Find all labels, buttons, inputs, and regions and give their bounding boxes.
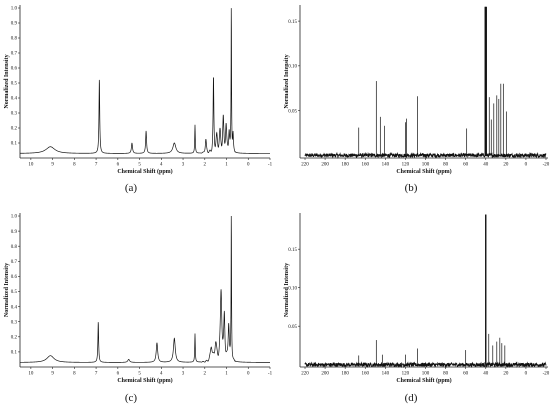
x-tick-label: 40 bbox=[483, 372, 489, 377]
y-tick-label: 0.8 bbox=[11, 37, 18, 42]
y-tick-label: 0.2 bbox=[11, 127, 18, 132]
x-tick-label: -1 bbox=[268, 372, 273, 377]
y-tick-label: 0.1 bbox=[11, 142, 18, 147]
y-tick-label: 0.2 bbox=[11, 336, 18, 341]
x-tick-label: 6 bbox=[117, 372, 120, 377]
y-tick-label: 0.15 bbox=[288, 248, 297, 253]
x-tick-label: 140 bbox=[382, 163, 390, 168]
x-axis-label: Chemical Shift (ppm) bbox=[396, 168, 451, 175]
spectrum-line bbox=[20, 8, 270, 154]
x-tick-label: 60 bbox=[463, 372, 469, 377]
panel-caption: (b) bbox=[405, 182, 418, 194]
x-tick-label: 1 bbox=[225, 372, 228, 377]
y-tick-label: 0.4 bbox=[11, 305, 18, 310]
y-tick-label: 0.3 bbox=[11, 112, 18, 117]
x-tick-label: 20 bbox=[503, 372, 509, 377]
x-tick-label: 6 bbox=[117, 163, 120, 168]
y-tick-label: 0.5 bbox=[11, 290, 18, 295]
y-tick-label: 0.4 bbox=[11, 97, 18, 102]
x-tick-label: 9 bbox=[51, 372, 54, 377]
spectrum-line bbox=[20, 215, 270, 363]
x-tick-label: 80 bbox=[443, 163, 449, 168]
x-tick-label: 5 bbox=[138, 372, 141, 377]
x-tick-label: 100 bbox=[422, 163, 430, 168]
y-axis-label: Normalized Intensity bbox=[284, 263, 290, 317]
x-tick-label: 0 bbox=[247, 372, 250, 377]
panel-caption: (a) bbox=[125, 182, 138, 194]
y-tick-label: 1.0 bbox=[11, 215, 18, 220]
x-tick-label: -20 bbox=[543, 163, 550, 168]
panel-caption: (c) bbox=[125, 392, 138, 404]
x-tick-label: 10 bbox=[28, 163, 34, 168]
x-tick-label: 200 bbox=[321, 372, 329, 377]
x-tick-label: 0 bbox=[525, 163, 528, 168]
y-tick-label: 0.1 bbox=[11, 351, 18, 356]
x-axis-label: Chemical Shift (ppm) bbox=[117, 168, 172, 175]
x-tick-label: 7 bbox=[95, 163, 98, 168]
x-tick-label: 5 bbox=[138, 163, 141, 168]
y-tick-label: 1.0 bbox=[11, 7, 18, 12]
x-tick-label: 1 bbox=[225, 163, 228, 168]
x-tick-label: 180 bbox=[341, 163, 349, 168]
x-tick-label: 9 bbox=[51, 163, 54, 168]
x-tick-label: 2 bbox=[204, 163, 207, 168]
x-tick-label: 4 bbox=[160, 163, 163, 168]
x-tick-label: 120 bbox=[402, 372, 410, 377]
x-tick-label: 20 bbox=[503, 163, 509, 168]
x-tick-label: 0 bbox=[525, 372, 528, 377]
y-axis-label: Normalized Intensity bbox=[284, 54, 290, 108]
y-tick-label: 0.05 bbox=[288, 109, 297, 114]
x-tick-label: 160 bbox=[362, 163, 370, 168]
baseline-noise bbox=[304, 361, 547, 369]
y-tick-label: 0.7 bbox=[11, 52, 18, 57]
x-tick-label: 3 bbox=[182, 372, 185, 377]
x-tick-label: 220 bbox=[301, 372, 309, 377]
x-axis-label: Chemical Shift (ppm) bbox=[396, 377, 451, 384]
y-tick-label: 0.9 bbox=[11, 22, 18, 27]
x-tick-label: 2 bbox=[204, 372, 207, 377]
x-tick-label: 8 bbox=[73, 163, 76, 168]
panel-c: 0.10.20.30.40.50.60.70.80.91.010 9 8 7 6 5 4 3 2… bbox=[4, 213, 273, 404]
y-tick-label: 0.9 bbox=[11, 230, 18, 235]
x-tick-label: 180 bbox=[341, 372, 349, 377]
x-tick-label: 40 bbox=[483, 163, 489, 168]
y-tick-label: 0.05 bbox=[288, 325, 297, 330]
baseline-noise bbox=[304, 151, 547, 159]
y-axis-label: Normalized Intensity bbox=[4, 54, 10, 108]
y-axis-label: Normalized Intensity bbox=[4, 263, 10, 317]
y-tick-label: 0.15 bbox=[288, 20, 297, 25]
x-tick-label: 7 bbox=[95, 372, 98, 377]
x-tick-label: 160 bbox=[362, 372, 370, 377]
y-tick-label: 0.8 bbox=[11, 245, 18, 250]
y-tick-label: 0.5 bbox=[11, 82, 18, 87]
y-tick-label: 0.6 bbox=[11, 67, 18, 72]
x-tick-label: 100 bbox=[422, 372, 430, 377]
panel-a: 0.10.20.30.40.50.60.70.80.91.010 9 8 7 6 5 4 3 2… bbox=[4, 5, 273, 194]
y-tick-label: 0.3 bbox=[11, 320, 18, 325]
panel-caption: (d) bbox=[405, 392, 418, 404]
x-tick-label: -20 bbox=[543, 372, 550, 377]
x-tick-label: 0 bbox=[247, 163, 250, 168]
y-tick-label: 0.10 bbox=[288, 65, 297, 70]
x-tick-label: 4 bbox=[160, 372, 163, 377]
x-tick-label: 10 bbox=[28, 372, 34, 377]
x-tick-label: 3 bbox=[182, 163, 185, 168]
x-axis-label: Chemical Shift (ppm) bbox=[117, 377, 172, 384]
x-tick-label: 140 bbox=[382, 372, 390, 377]
y-tick-label: 0.6 bbox=[11, 275, 18, 280]
x-tick-label: 220 bbox=[301, 163, 309, 168]
x-tick-label: 200 bbox=[321, 163, 329, 168]
x-tick-label: 120 bbox=[402, 163, 410, 168]
y-tick-label: 0.7 bbox=[11, 260, 18, 265]
x-tick-label: 80 bbox=[443, 372, 449, 377]
x-tick-label: 60 bbox=[463, 163, 469, 168]
x-tick-label: 8 bbox=[73, 372, 76, 377]
x-tick-label: -1 bbox=[268, 163, 273, 168]
y-tick-label: 0.10 bbox=[288, 286, 297, 291]
